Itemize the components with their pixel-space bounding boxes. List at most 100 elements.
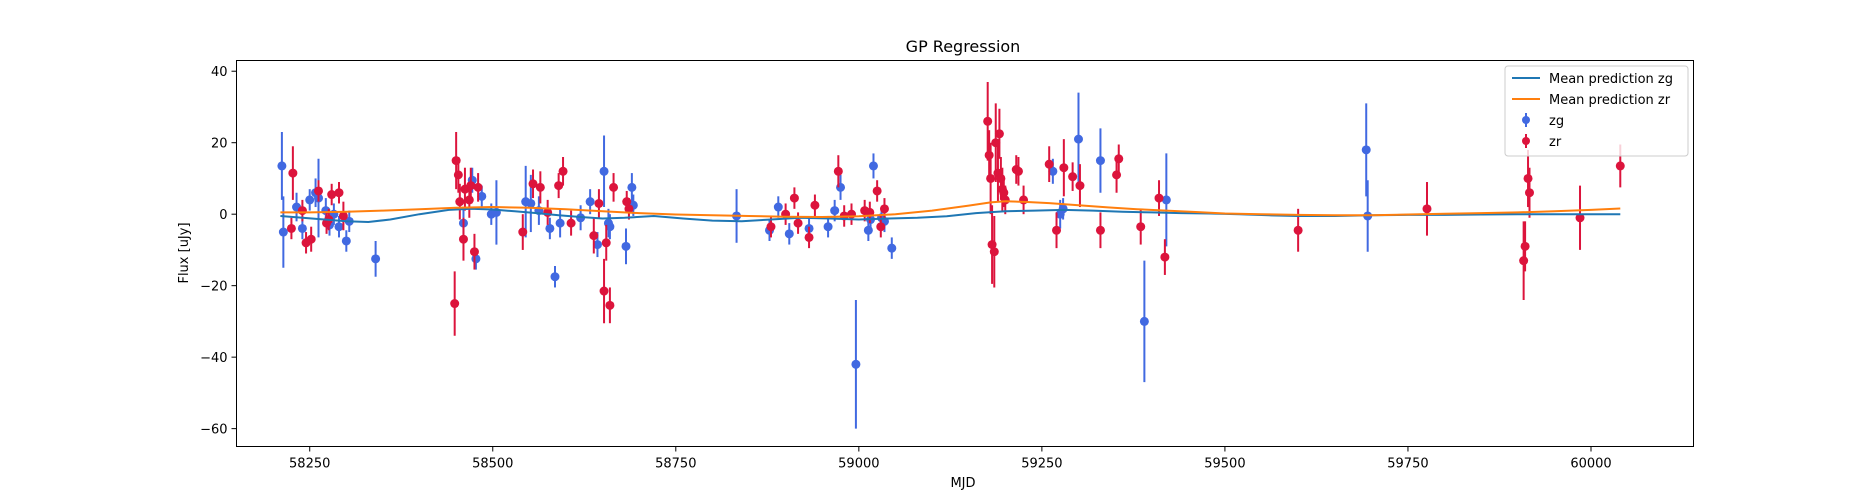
x-tick-label: 59500 [1204, 457, 1245, 472]
zr-point [455, 197, 465, 207]
zr-point [528, 179, 538, 189]
zr-point [599, 286, 609, 296]
y-tick-label: 20 [211, 137, 228, 152]
zr-point [986, 173, 996, 183]
zr-point [624, 204, 634, 214]
zg-point [477, 191, 487, 201]
zg-point [334, 222, 344, 232]
zr-point [334, 188, 344, 198]
plot-area [277, 81, 1625, 429]
zr-point [1075, 181, 1085, 191]
zg-point [1095, 156, 1105, 166]
zr-point [879, 204, 889, 214]
legend-frame [1504, 65, 1689, 157]
zr-point [609, 182, 619, 192]
zr-point [789, 193, 799, 203]
legend-swatch-zr-marker [1522, 137, 1530, 145]
zg-point [784, 229, 794, 239]
zg-point [823, 222, 833, 232]
chart-title: GP Regression [906, 37, 1021, 56]
zr-point [288, 168, 298, 178]
zr-point [984, 150, 994, 160]
zr-point [1524, 188, 1534, 198]
zg-point [555, 218, 565, 228]
legend-label-zg: zg [1549, 114, 1564, 129]
zr-point [1523, 173, 1533, 183]
legend-label-mean-zr: Mean prediction zr [1549, 93, 1671, 108]
axes-frame [236, 60, 1694, 447]
zr-point [766, 222, 776, 232]
zr-point [458, 234, 468, 244]
zr-point [1068, 172, 1078, 182]
legend: Mean prediction zg Mean prediction zr zg… [1504, 65, 1689, 157]
zr-point [1000, 195, 1010, 205]
zg-point [341, 236, 351, 246]
zg-point [621, 241, 631, 251]
zg-point [1361, 145, 1371, 155]
zr-point [1575, 213, 1585, 223]
y-tick-label: 0 [219, 208, 227, 223]
zg-point [887, 243, 897, 253]
zg-point [278, 227, 288, 237]
zr-point [473, 182, 483, 192]
x-tick-label: 59750 [1387, 457, 1428, 472]
zg-point [550, 272, 560, 282]
series-zg-points [277, 92, 1373, 429]
zg-point [371, 254, 381, 264]
zr-point [306, 234, 316, 244]
zg-point [773, 202, 783, 212]
x-axis-label: MJD [950, 476, 975, 491]
zr-point [1520, 241, 1530, 251]
zr-point [1044, 159, 1054, 169]
zr-point [464, 195, 474, 205]
legend-label-mean-zg: Mean prediction zg [1549, 72, 1673, 87]
zr-point [1293, 225, 1303, 235]
zr-point [876, 222, 886, 232]
zr-point [1114, 154, 1124, 164]
zg-point [545, 223, 555, 233]
zg-point [1073, 134, 1083, 144]
zg-point [305, 195, 315, 205]
zr-point [1059, 163, 1069, 173]
y-axis-label: Flux [uJy] [177, 222, 192, 283]
zr-point [558, 166, 568, 176]
zr-point [469, 247, 479, 257]
zr-point [804, 232, 814, 242]
zr-point [983, 116, 993, 126]
zr-point [810, 200, 820, 210]
zr-point [554, 181, 564, 191]
zr-point [1052, 225, 1062, 235]
zr-point [872, 186, 882, 196]
zg-point [605, 222, 615, 232]
legend-label-zr: zr [1549, 135, 1562, 150]
zr-point [994, 129, 1004, 139]
y-tick-label: −60 [200, 423, 227, 438]
mean-prediction-line-zg [280, 207, 1621, 224]
zr-point [327, 190, 337, 200]
zr-point [1095, 225, 1105, 235]
x-tick-label: 60000 [1570, 457, 1611, 472]
zr-point [286, 223, 296, 233]
zg-point [297, 223, 307, 233]
zr-point [535, 182, 545, 192]
zr-point [297, 206, 307, 216]
zr-point [1160, 252, 1170, 262]
zg-point [599, 166, 609, 176]
zr-point [1154, 193, 1164, 203]
x-tick-label: 58500 [472, 457, 513, 472]
zg-point [1139, 316, 1149, 326]
zr-point [989, 247, 999, 257]
zg-point [277, 161, 287, 171]
zr-point [793, 218, 803, 228]
zr-point [518, 227, 528, 237]
x-tick-label: 58750 [655, 457, 696, 472]
zr-point [589, 231, 599, 241]
zr-point [450, 299, 460, 309]
y-tick-label: −20 [200, 280, 227, 295]
zr-point [314, 186, 324, 196]
zr-point [338, 211, 348, 221]
zr-point [1019, 195, 1029, 205]
zr-point [1013, 166, 1023, 176]
zr-point [466, 181, 476, 191]
